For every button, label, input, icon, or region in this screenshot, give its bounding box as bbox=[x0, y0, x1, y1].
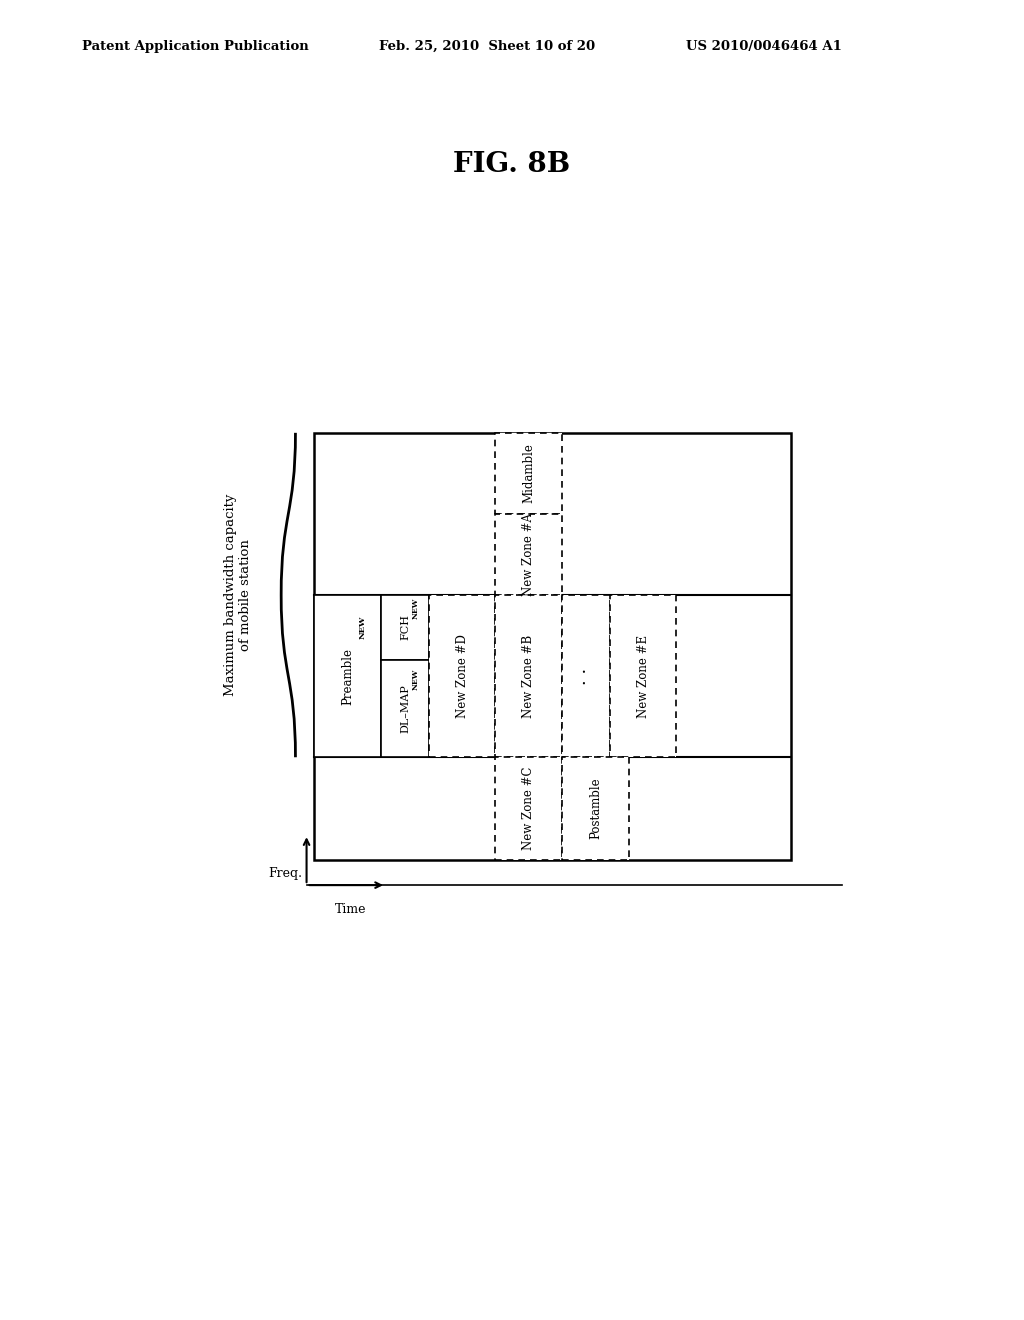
Text: Midamble: Midamble bbox=[522, 444, 536, 503]
Bar bbox=[314, 595, 381, 758]
Text: US 2010/0046464 A1: US 2010/0046464 A1 bbox=[686, 40, 842, 53]
Bar bbox=[496, 758, 562, 859]
Bar bbox=[496, 433, 562, 513]
Bar bbox=[381, 660, 429, 758]
Text: NEW: NEW bbox=[412, 598, 420, 619]
Text: Postamble: Postamble bbox=[589, 777, 602, 840]
Bar bbox=[429, 595, 496, 758]
Text: New Zone #E: New Zone #E bbox=[637, 635, 649, 718]
Text: NEW: NEW bbox=[412, 669, 420, 690]
Text: New Zone #B: New Zone #B bbox=[522, 635, 536, 718]
Bar bbox=[609, 595, 677, 758]
Text: Freq.: Freq. bbox=[268, 867, 303, 880]
Bar bbox=[562, 758, 629, 859]
Text: Patent Application Publication: Patent Application Publication bbox=[82, 40, 308, 53]
Text: FIG. 8B: FIG. 8B bbox=[454, 152, 570, 178]
Text: New Zone #A: New Zone #A bbox=[522, 513, 536, 597]
Text: Maximum bandwidth capacity
of mobile station: Maximum bandwidth capacity of mobile sta… bbox=[223, 494, 252, 696]
Text: New Zone #C: New Zone #C bbox=[522, 767, 536, 850]
Text: Preamble: Preamble bbox=[341, 648, 354, 705]
Text: FCH: FCH bbox=[400, 615, 410, 640]
Bar bbox=[381, 595, 429, 660]
Bar bbox=[496, 595, 562, 758]
Bar bbox=[496, 513, 562, 595]
Text: NEW: NEW bbox=[358, 616, 367, 639]
Bar bbox=[562, 595, 609, 758]
Text: New Zone #D: New Zone #D bbox=[456, 634, 469, 718]
Text: Time: Time bbox=[335, 903, 366, 916]
Text: DL–MAP: DL–MAP bbox=[400, 684, 410, 733]
Text: Feb. 25, 2010  Sheet 10 of 20: Feb. 25, 2010 Sheet 10 of 20 bbox=[379, 40, 595, 53]
Bar bbox=[314, 433, 791, 859]
Text: · ·: · · bbox=[577, 668, 595, 685]
